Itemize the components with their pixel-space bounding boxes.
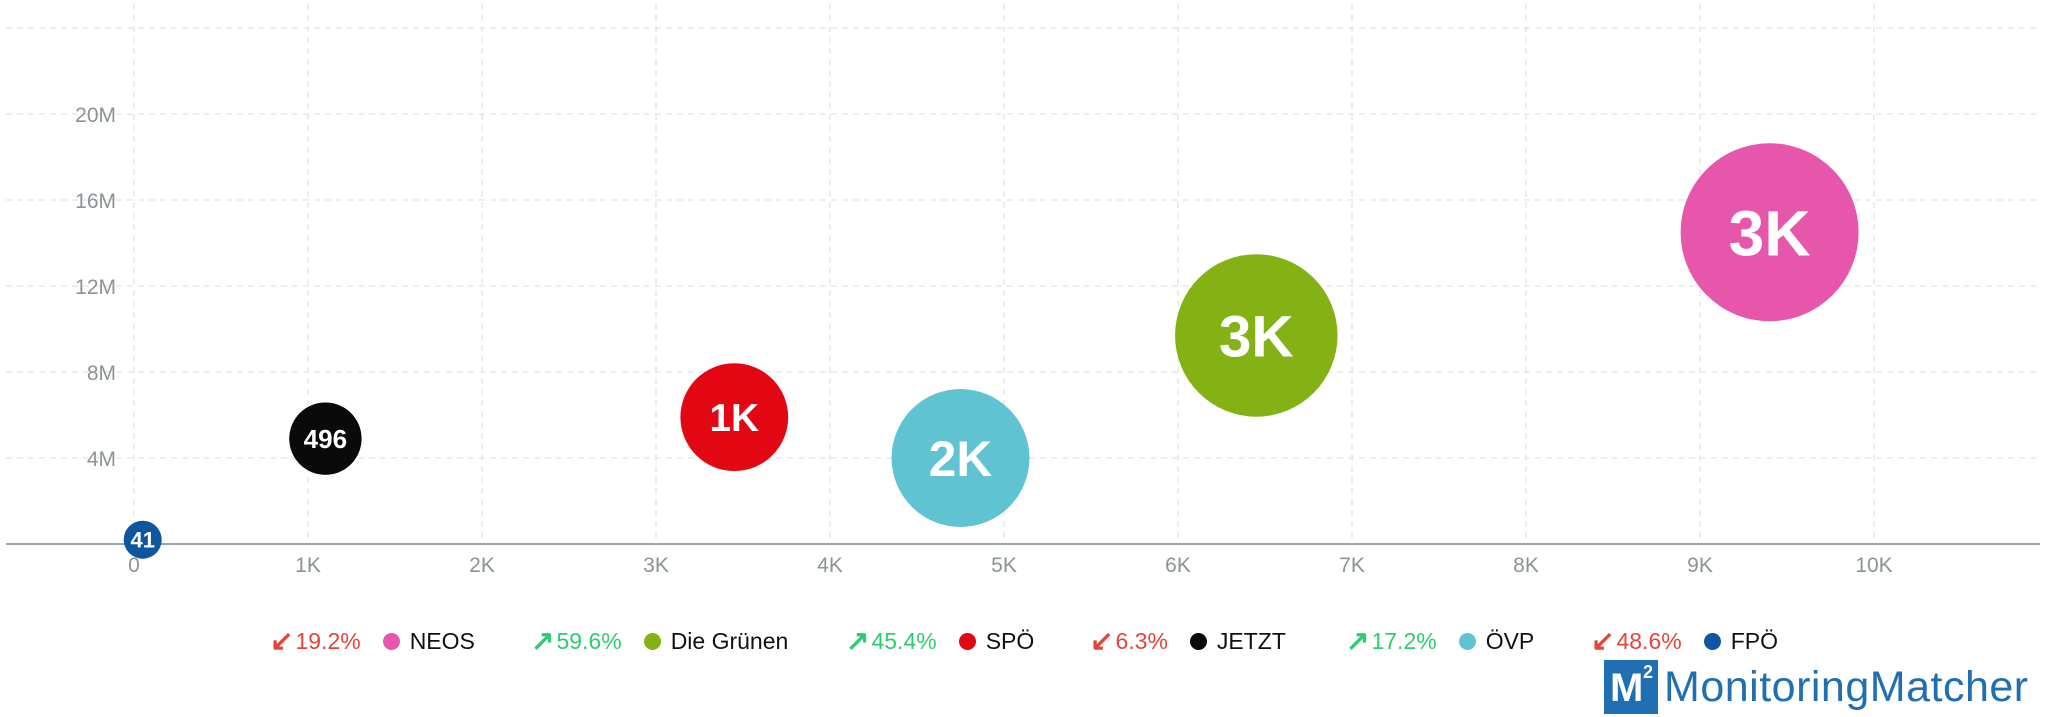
legend-change-percent: 17.2%	[1371, 627, 1437, 654]
legend-color-dot-icon	[1189, 632, 1207, 650]
y-tick-label: 8M	[87, 362, 116, 385]
bubble--vp[interactable]	[891, 389, 1030, 527]
bubble-neos[interactable]	[1680, 143, 1859, 322]
x-tick-label: 7K	[1339, 554, 1365, 577]
legend-item[interactable]: ↙ 6.3% JETZT	[1090, 624, 1286, 658]
bubble-label: 1K	[709, 397, 759, 440]
y-tick-label: 16M	[75, 190, 116, 213]
x-tick-label: 4K	[817, 554, 843, 577]
bubble-die-gr-nen[interactable]	[1175, 254, 1338, 417]
bubble-sp-[interactable]	[680, 363, 789, 472]
axis-ticks: 0 1K 2K 3K 4K 5K 6K 7K 8K 9K 10K 4M 8M 12M 16M 20M	[75, 104, 1893, 577]
logo-mark-superscript: 2	[1642, 662, 1653, 682]
arrow-down-left-icon: ↙	[270, 625, 294, 656]
x-tick-label: 2K	[469, 554, 495, 577]
arrow-up-right-icon: ↗	[531, 625, 555, 656]
x-tick-label: 9K	[1687, 554, 1713, 577]
bubble-label: 2K	[929, 431, 993, 487]
legend-series-name: ÖVP	[1485, 627, 1535, 654]
x-tick-label: 3K	[643, 554, 669, 577]
legend-change-percent: 45.4%	[871, 627, 937, 654]
x-tick-label: 6K	[1165, 554, 1191, 577]
x-tick-label: 8K	[1513, 554, 1539, 577]
legend-change-percent: 59.6%	[556, 627, 622, 654]
bubble-label: 3K	[1729, 197, 1811, 269]
bubble-jetzt[interactable]	[289, 402, 362, 475]
bubble-fp-[interactable]	[123, 520, 162, 559]
legend-item[interactable]: ↗ 59.6% Die Grünen	[531, 624, 788, 658]
arrow-down-left-icon: ↙	[1090, 625, 1114, 656]
legend-series-name: NEOS	[409, 627, 475, 654]
legend-color-dot-icon	[1703, 632, 1721, 650]
y-tick-label: 20M	[75, 104, 116, 127]
logo-mark-letter: M	[1610, 666, 1644, 710]
legend: ↙ 19.2% NEOS ↗ 59.6% Die Grünen ↗ 45.4% SPÖ ↙ 6.3%…	[0, 624, 2046, 658]
bubble-label: 496	[304, 424, 347, 454]
arrow-down-left-icon: ↙	[1591, 625, 1615, 656]
legend-color-dot-icon	[1458, 632, 1476, 650]
legend-item[interactable]: ↙ 48.6% FPÖ	[1591, 624, 1778, 658]
legend-item[interactable]: ↙ 19.2% NEOS	[270, 624, 475, 658]
legend-series-name: FPÖ	[1730, 627, 1778, 654]
legend-color-dot-icon	[382, 632, 400, 650]
legend-series-name: JETZT	[1216, 627, 1286, 654]
legend-item[interactable]: ↗ 45.4% SPÖ	[846, 624, 1034, 658]
arrow-up-right-icon: ↗	[1346, 625, 1370, 656]
bubble-label: 41	[130, 528, 154, 553]
legend-item[interactable]: ↗ 17.2% ÖVP	[1346, 624, 1534, 658]
legend-series-name: Die Grünen	[670, 627, 789, 654]
arrow-up-right-icon: ↗	[846, 625, 870, 656]
legend-change-percent: 48.6%	[1616, 627, 1682, 654]
legend-series-name: SPÖ	[985, 627, 1035, 654]
x-tick-label: 5K	[991, 554, 1017, 577]
legend-change-percent: 19.2%	[295, 627, 361, 654]
y-tick-label: 12M	[75, 276, 116, 299]
legend-change-percent: 6.3%	[1115, 627, 1168, 654]
x-tick-label: 10K	[1855, 554, 1892, 577]
legend-color-dot-icon	[643, 632, 661, 650]
monitoringmatcher-logo: M 2 MonitoringMatcher	[1604, 660, 2029, 714]
legend-color-dot-icon	[958, 632, 976, 650]
x-tick-label: 1K	[295, 554, 321, 577]
logo-text: MonitoringMatcher	[1664, 662, 2029, 711]
logo-mark-icon: M 2	[1604, 660, 1658, 714]
bubble-label: 3K	[1219, 305, 1294, 370]
bubbles: 3K 3K 2K 1K 496 41	[123, 143, 1859, 559]
y-tick-label: 4M	[87, 448, 116, 471]
x-tick-label: 0	[128, 554, 140, 577]
